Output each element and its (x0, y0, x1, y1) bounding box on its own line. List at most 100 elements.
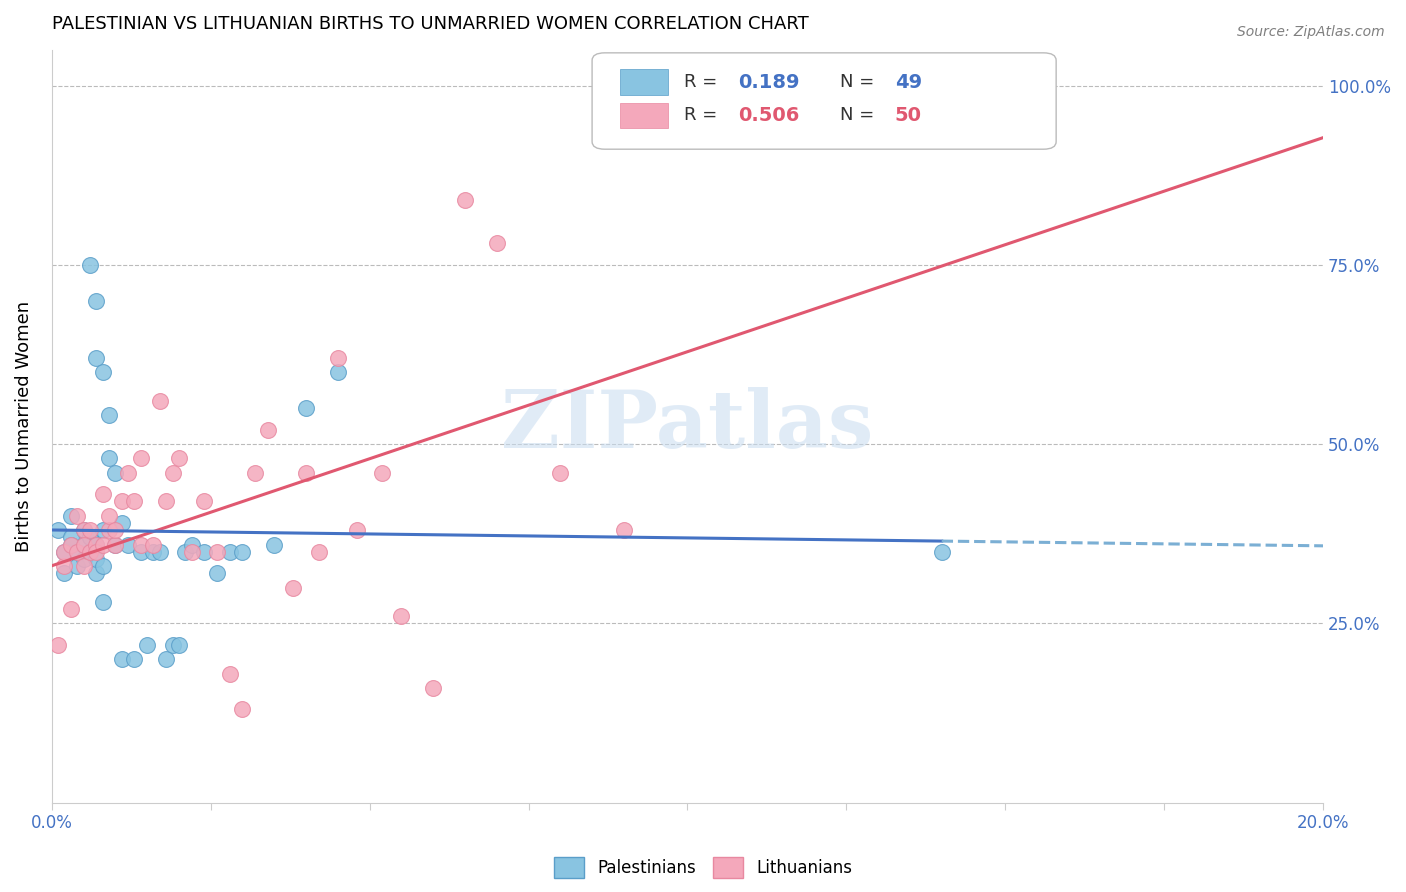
Point (155, 652, 177, 666)
Point (485, 236, 508, 251)
Point (231, 544, 253, 558)
Point (79, 544, 101, 558)
Point (346, 523, 368, 537)
Point (53, 544, 76, 558)
Point (613, 523, 636, 537)
Point (97, 508, 120, 523)
Point (59, 602, 82, 616)
Point (84, 566, 107, 581)
Point (124, 652, 146, 666)
Point (155, 494, 177, 508)
Point (72, 552, 94, 566)
Point (142, 544, 165, 558)
Point (104, 523, 127, 537)
Point (243, 466, 266, 480)
Point (193, 544, 215, 558)
Y-axis label: Births to Unmarried Women: Births to Unmarried Women (15, 301, 32, 552)
Point (129, 537, 152, 551)
Point (193, 494, 215, 508)
Point (91, 523, 114, 537)
Point (117, 537, 139, 551)
Point (931, 544, 953, 558)
Point (91, 366, 114, 380)
Point (162, 638, 184, 652)
Text: 0.506: 0.506 (738, 106, 800, 125)
Point (97, 523, 120, 537)
Point (79, 530, 101, 544)
Text: R =: R = (683, 73, 723, 91)
Point (550, 466, 572, 480)
Point (257, 423, 280, 437)
Bar (620, 103, 668, 128)
Text: 49: 49 (894, 73, 922, 92)
Point (111, 516, 134, 530)
Point (79, 523, 101, 537)
Point (79, 258, 101, 272)
Point (91, 487, 114, 501)
Point (180, 537, 202, 551)
Point (129, 544, 152, 558)
Point (111, 494, 134, 508)
Point (422, 681, 444, 695)
Point (66, 559, 89, 574)
Point (79, 530, 101, 544)
Point (371, 466, 394, 480)
Point (174, 544, 197, 558)
Point (104, 537, 127, 551)
Point (84, 537, 107, 551)
Point (326, 366, 349, 380)
Point (72, 523, 94, 537)
Point (167, 638, 190, 652)
Point (142, 537, 165, 551)
Point (205, 544, 228, 558)
Point (218, 666, 240, 681)
Point (84, 293, 107, 308)
Point (46, 523, 69, 537)
Point (308, 544, 330, 558)
Point (117, 466, 139, 480)
Bar (620, 70, 668, 95)
Text: N =: N = (839, 73, 880, 91)
Text: 0.189: 0.189 (738, 73, 800, 92)
Point (84, 537, 107, 551)
Text: 50: 50 (894, 106, 922, 125)
Point (104, 537, 127, 551)
Point (91, 537, 114, 551)
Point (263, 537, 285, 551)
Text: Source: ZipAtlas.com: Source: ZipAtlas.com (1237, 25, 1385, 39)
Point (97, 409, 120, 423)
Point (72, 523, 94, 537)
Point (84, 351, 107, 365)
Point (53, 566, 76, 581)
Point (167, 451, 190, 466)
Point (149, 394, 172, 409)
Text: PALESTINIAN VS LITHUANIAN BIRTHS TO UNMARRIED WOMEN CORRELATION CHART: PALESTINIAN VS LITHUANIAN BIRTHS TO UNMA… (52, 15, 808, 33)
Point (72, 537, 94, 551)
Point (231, 702, 253, 716)
Text: N =: N = (839, 106, 880, 124)
Point (79, 544, 101, 558)
FancyBboxPatch shape (592, 53, 1056, 149)
Text: ZIPatlas: ZIPatlas (502, 387, 873, 466)
Point (283, 581, 305, 595)
Point (326, 351, 349, 365)
Point (295, 466, 318, 480)
Point (218, 544, 240, 558)
Point (66, 544, 89, 558)
Point (162, 466, 184, 480)
Point (180, 544, 202, 558)
Point (66, 544, 89, 558)
Point (53, 544, 76, 558)
Point (59, 530, 82, 544)
Point (72, 537, 94, 551)
Point (149, 544, 172, 558)
Point (962, 78, 984, 93)
Point (454, 194, 477, 208)
Point (136, 638, 159, 652)
Point (91, 559, 114, 574)
Point (59, 508, 82, 523)
Point (91, 595, 114, 609)
Point (205, 566, 228, 581)
Point (59, 537, 82, 551)
Text: R =: R = (683, 106, 723, 124)
